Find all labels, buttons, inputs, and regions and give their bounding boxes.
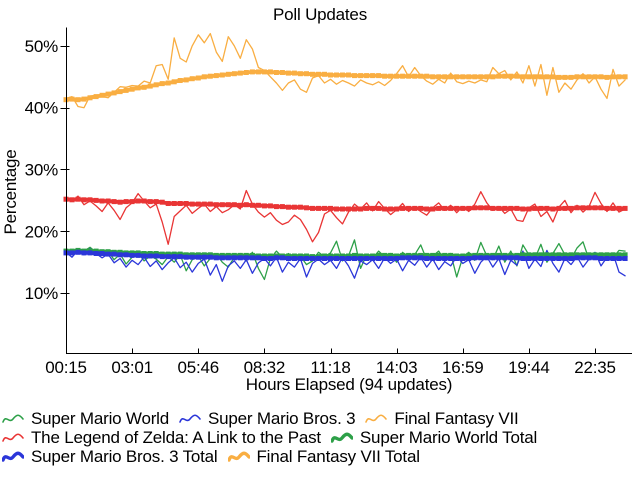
x-tick-label: 19:44 bbox=[508, 358, 550, 377]
y-tick-label: 30% bbox=[25, 160, 59, 179]
legend-ffvii-line-icon bbox=[365, 413, 388, 423]
legend-item-ffvii_total: Final Fantasy VII Total bbox=[227, 446, 420, 467]
series-markers-smb3_total bbox=[63, 249, 628, 261]
legend-row: The Legend of Zelda: A Link to the Past S… bbox=[2, 428, 537, 447]
legend-label: Super Mario World bbox=[31, 408, 170, 428]
plot-area: 00:15 03:01 05:46 08:32 11:18 14:03 16:59 19:44… bbox=[25, 27, 632, 377]
x-tick-label: 14:03 bbox=[376, 358, 418, 377]
legend-zelda-line-icon bbox=[2, 432, 24, 442]
x-tick-label: 08:32 bbox=[244, 358, 286, 377]
legend: Super Mario World Super Mario Bros. 3 Fina… bbox=[2, 409, 537, 466]
series-line-smb3_total bbox=[64, 250, 627, 261]
legend-smb3_total-line-icon bbox=[2, 451, 24, 462]
legend-smw_total-line-icon bbox=[330, 432, 353, 443]
x-tick-label: 22:35 bbox=[574, 358, 616, 377]
x-axis-label: Hours Elapsed (94 updates) bbox=[245, 375, 453, 394]
series-line-zelda_total bbox=[64, 197, 627, 211]
legend-label: Super Mario World Total bbox=[359, 427, 538, 447]
y-tick-label: 20% bbox=[25, 222, 59, 241]
x-tick-label: 11:18 bbox=[310, 358, 350, 377]
legend-item-smw: Super Mario World bbox=[2, 409, 169, 429]
y-tick-label: 10% bbox=[25, 284, 59, 303]
y-tick-label: 50% bbox=[25, 37, 59, 56]
legend-smb3-line-icon bbox=[179, 413, 201, 423]
chart-title: Poll Updates bbox=[273, 5, 367, 24]
x-tick-label: 16:59 bbox=[442, 358, 484, 377]
legend-label: Final Fantasy VII bbox=[394, 408, 519, 428]
legend-row: Super Mario Bros. 3 Total Final Fantasy V… bbox=[2, 447, 537, 466]
series-line-smw_total bbox=[64, 248, 627, 259]
series-line-ffvii bbox=[65, 32, 626, 109]
legend-item-smb3: Super Mario Bros. 3 bbox=[179, 408, 356, 429]
series-line-zelda bbox=[65, 189, 626, 245]
legend-label: Super Mario Bros. 3 Total bbox=[31, 446, 218, 466]
x-tick-label: 00:15 bbox=[45, 358, 87, 377]
legend-row: Super Mario World Super Mario Bros. 3 Fina… bbox=[2, 409, 537, 428]
legend-item-smb3_total: Super Mario Bros. 3 Total bbox=[2, 447, 218, 467]
series-line-ffvii_total bbox=[64, 70, 627, 102]
series-markers-zelda_total bbox=[63, 196, 628, 212]
series-line-smb3 bbox=[65, 247, 626, 282]
y-tick-label: 40% bbox=[25, 99, 59, 118]
legend-label: Super Mario Bros. 3 bbox=[208, 408, 356, 428]
legend-label: Final Fantasy VII Total bbox=[256, 446, 420, 466]
legend-smw-line-icon bbox=[2, 413, 24, 423]
x-tick-label: 05:46 bbox=[178, 358, 220, 377]
legend-label: The Legend of Zelda: A Link to the Past bbox=[31, 427, 321, 447]
legend-item-zelda: The Legend of Zelda: A Link to the Past bbox=[2, 428, 321, 448]
legend-ffvii_total-line-icon bbox=[227, 451, 250, 462]
legend-item-smw_total: Super Mario World Total bbox=[330, 427, 538, 448]
x-tick-label: 03:01 bbox=[111, 358, 153, 377]
legend-item-ffvii: Final Fantasy VII bbox=[365, 408, 519, 429]
series-markers-ffvii_total bbox=[63, 69, 628, 103]
